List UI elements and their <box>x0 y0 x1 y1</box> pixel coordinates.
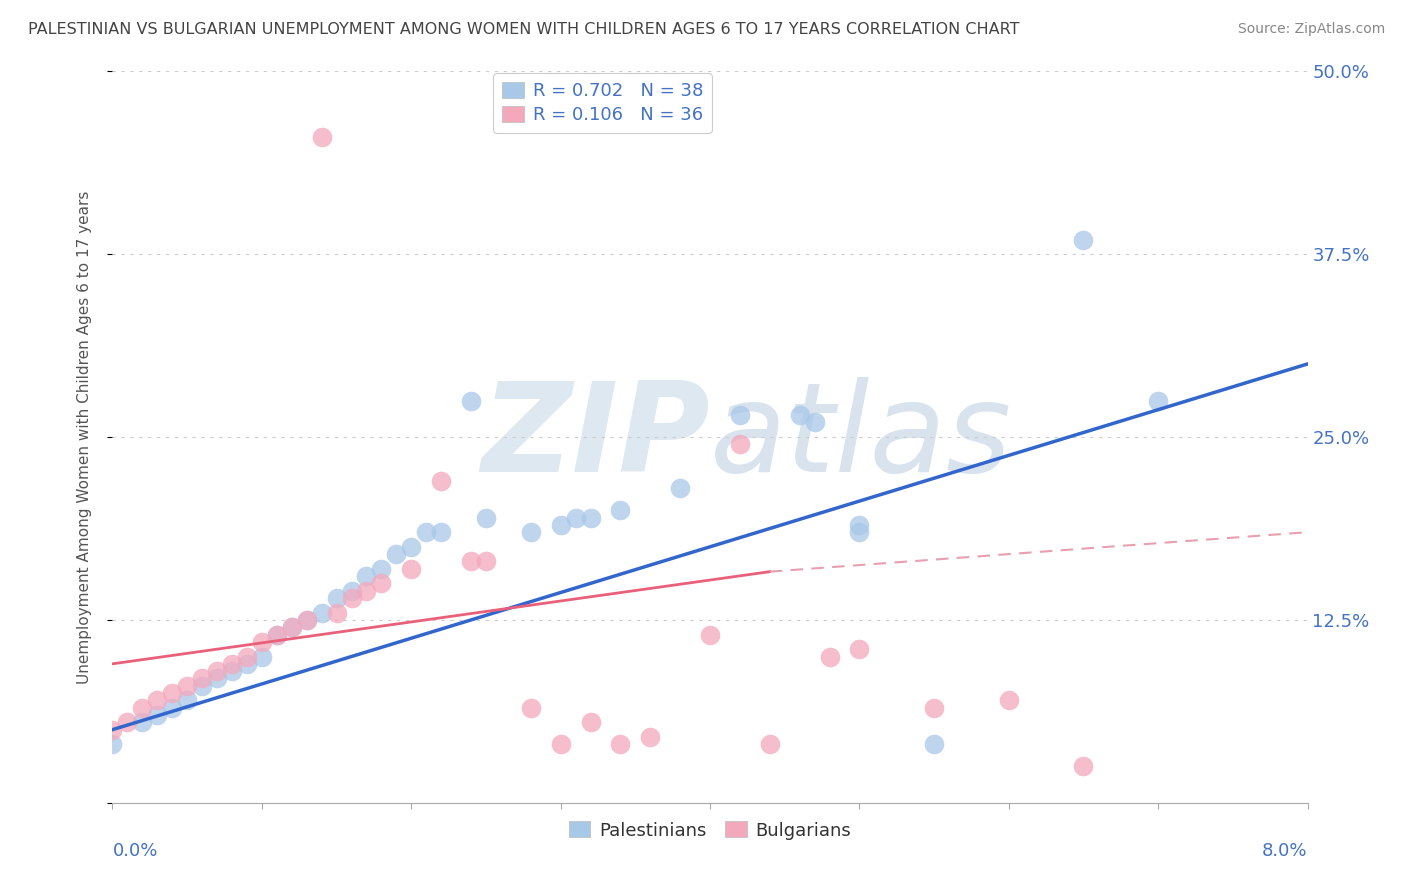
Point <box>520 525 543 540</box>
Point <box>550 517 572 532</box>
Point <box>311 606 333 620</box>
Point <box>848 517 870 532</box>
Point <box>370 562 392 576</box>
Point <box>162 700 183 714</box>
Point <box>131 715 153 730</box>
Point <box>460 393 482 408</box>
Point <box>401 562 423 576</box>
Point <box>609 737 631 751</box>
Point <box>325 606 347 620</box>
Point <box>579 715 602 730</box>
Point <box>848 642 870 657</box>
Point <box>818 649 841 664</box>
Point <box>340 583 363 598</box>
Y-axis label: Unemployment Among Women with Children Ages 6 to 17 years: Unemployment Among Women with Children A… <box>77 190 91 684</box>
Point <box>117 715 139 730</box>
Point <box>640 730 662 744</box>
Point <box>415 525 437 540</box>
Point <box>728 437 751 451</box>
Point <box>325 591 347 605</box>
Point <box>281 620 304 634</box>
Point <box>728 408 751 422</box>
Point <box>848 525 870 540</box>
Point <box>101 737 124 751</box>
Point <box>922 737 945 751</box>
Point <box>669 481 692 495</box>
Point <box>998 693 1021 707</box>
Text: ZIP: ZIP <box>481 376 710 498</box>
Text: 0.0%: 0.0% <box>112 842 157 860</box>
Point <box>221 657 243 671</box>
Point <box>579 510 602 524</box>
Point <box>205 664 228 678</box>
Point <box>266 627 288 641</box>
Legend: Palestinians, Bulgarians: Palestinians, Bulgarians <box>560 813 860 848</box>
Point <box>699 627 721 641</box>
Point <box>131 700 153 714</box>
Point <box>460 554 482 568</box>
Text: Source: ZipAtlas.com: Source: ZipAtlas.com <box>1237 22 1385 37</box>
Point <box>221 664 243 678</box>
Point <box>370 576 392 591</box>
Point <box>295 613 318 627</box>
Point <box>311 130 333 145</box>
Point <box>759 737 782 751</box>
Point <box>401 540 423 554</box>
Point <box>564 510 586 524</box>
Point <box>250 635 273 649</box>
Point <box>803 416 825 430</box>
Point <box>191 672 214 686</box>
Point <box>146 708 169 723</box>
Point <box>295 613 318 627</box>
Point <box>356 583 378 598</box>
Point <box>281 620 304 634</box>
Point <box>101 723 124 737</box>
Point <box>1073 759 1095 773</box>
Point <box>609 503 631 517</box>
Point <box>922 700 945 714</box>
Point <box>146 693 169 707</box>
Point <box>430 474 453 488</box>
Point <box>1147 393 1170 408</box>
Point <box>475 554 498 568</box>
Point <box>1073 233 1095 247</box>
Point <box>356 569 378 583</box>
Text: 8.0%: 8.0% <box>1263 842 1308 860</box>
Point <box>236 649 259 664</box>
Point <box>520 700 543 714</box>
Text: PALESTINIAN VS BULGARIAN UNEMPLOYMENT AMONG WOMEN WITH CHILDREN AGES 6 TO 17 YEA: PALESTINIAN VS BULGARIAN UNEMPLOYMENT AM… <box>28 22 1019 37</box>
Point <box>191 679 214 693</box>
Point <box>385 547 408 561</box>
Point <box>340 591 363 605</box>
Point <box>430 525 453 540</box>
Point <box>550 737 572 751</box>
Point <box>475 510 498 524</box>
Point <box>176 679 198 693</box>
Point <box>205 672 228 686</box>
Point <box>250 649 273 664</box>
Point <box>176 693 198 707</box>
Text: atlas: atlas <box>710 376 1012 498</box>
Point <box>162 686 183 700</box>
Point <box>789 408 811 422</box>
Point <box>236 657 259 671</box>
Point <box>266 627 288 641</box>
